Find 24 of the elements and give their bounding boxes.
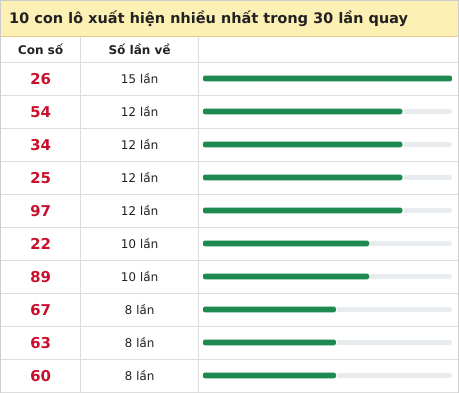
y-tick-label: 63 bbox=[1, 327, 81, 359]
data-label: 10 lần bbox=[81, 261, 199, 293]
data-label: 12 lần bbox=[81, 162, 199, 194]
y-tick-label: 22 bbox=[1, 228, 81, 260]
y-tick-label: 67 bbox=[1, 294, 81, 326]
data-label: 8 lần bbox=[81, 360, 199, 392]
data-label: 15 lần bbox=[81, 63, 199, 95]
data-label: 8 lần bbox=[81, 294, 199, 326]
chart-title: 10 con lô xuất hiện nhiều nhất trong 30 lần quay bbox=[1, 1, 458, 37]
data-label: 12 lần bbox=[81, 96, 199, 128]
y-axis-title: Con số bbox=[1, 37, 81, 62]
y-tick-label: 26 bbox=[1, 63, 81, 95]
x-axis-title: Số lần về bbox=[81, 37, 199, 62]
data-label: 12 lần bbox=[81, 129, 199, 161]
y-tick-label: 54 bbox=[1, 96, 81, 128]
y-tick-label: 89 bbox=[1, 261, 81, 293]
y-tick-label: 60 bbox=[1, 360, 81, 392]
y-tick-label: 34 bbox=[1, 129, 81, 161]
data-label: 10 lần bbox=[81, 228, 199, 260]
y-tick-label: 97 bbox=[1, 195, 81, 227]
data-label: 12 lần bbox=[81, 195, 199, 227]
y-tick-label: 25 bbox=[1, 162, 81, 194]
data-label: 8 lần bbox=[81, 327, 199, 359]
bar bbox=[203, 76, 452, 82]
